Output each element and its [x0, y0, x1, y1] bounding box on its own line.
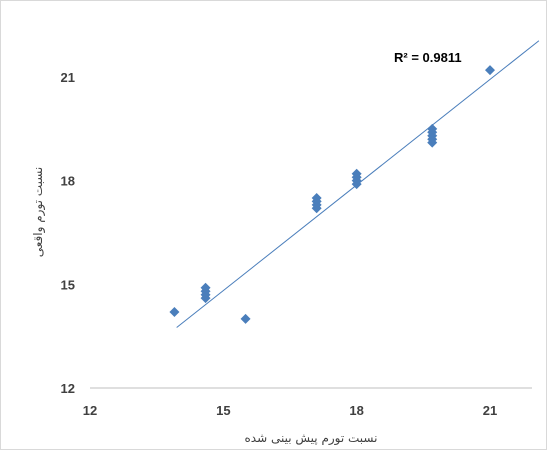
x-axis-title: نسبت تورم پیش بینی شده [245, 431, 378, 446]
data-points [169, 65, 495, 324]
data-point [240, 313, 251, 324]
x-tick-label: 18 [349, 403, 363, 418]
data-point [169, 306, 180, 317]
x-tick-labels: 12 15 18 21 [83, 403, 497, 418]
x-tick-label: 15 [216, 403, 230, 418]
y-tick-label: 21 [61, 70, 75, 85]
data-point [311, 192, 322, 203]
r-squared-annotation: R² = 0.9811 [394, 50, 462, 65]
y-tick-labels: 12 15 18 21 [61, 70, 75, 396]
x-tick-label: 12 [83, 403, 97, 418]
y-tick-label: 18 [61, 174, 75, 189]
y-axis-title: نسبت تورم واقعی [31, 167, 46, 258]
y-tick-label: 12 [61, 381, 75, 396]
data-point [200, 282, 211, 293]
data-point [351, 168, 362, 179]
data-point [427, 123, 438, 134]
x-tick-label: 21 [483, 403, 497, 418]
data-point [485, 65, 495, 76]
y-tick-label: 15 [61, 277, 75, 292]
